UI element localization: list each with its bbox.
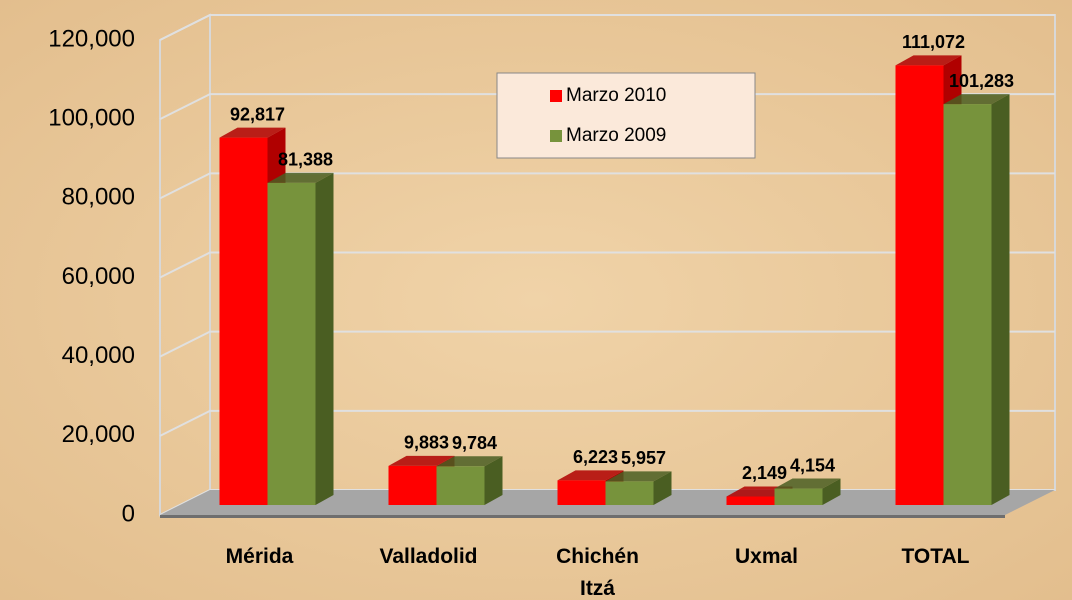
bar-top (605, 471, 672, 482)
bar-side (484, 456, 503, 505)
grid-line (159, 409, 1055, 437)
legend-swatch (550, 90, 562, 102)
value-label: 81,388 (278, 150, 333, 170)
bar-top (774, 478, 841, 489)
x-tick-label: Chichén Itzá (556, 545, 639, 600)
legend-label: Marzo 2010 (566, 85, 666, 106)
grid-line (159, 14, 1055, 41)
bar-side (822, 478, 841, 505)
bar (943, 94, 1010, 505)
bar (605, 471, 672, 505)
bar-front (388, 465, 437, 505)
bar-top (557, 470, 624, 481)
legend-box (496, 72, 756, 159)
grid-line (159, 172, 1055, 200)
bar-front (436, 466, 485, 505)
value-label: 101,283 (949, 71, 1014, 91)
bar (774, 478, 841, 505)
grid-line (159, 330, 1055, 358)
y-tick-label: 120,000 (48, 25, 135, 52)
bar-side (653, 471, 672, 505)
grid-line (159, 251, 1055, 279)
bar-front (943, 104, 992, 505)
floor-edge (160, 515, 1005, 518)
bar-top (267, 172, 334, 183)
x-tick-label: Mérida (226, 545, 294, 568)
legend: Marzo 2010 Marzo 2009 (496, 72, 756, 159)
bar-top (943, 94, 1010, 105)
y-tick-label: 40,000 (62, 342, 135, 369)
value-label: 6,223 (573, 447, 618, 467)
legend-swatch (550, 130, 562, 142)
value-label: 9,784 (452, 433, 497, 453)
x-tick-label: Valladolid (379, 545, 477, 568)
bar-top (388, 455, 455, 466)
y-tick-label: 20,000 (62, 421, 135, 448)
bar-front (726, 496, 775, 505)
x-tick-label: TOTAL (901, 545, 969, 568)
bar-top (436, 456, 503, 467)
legend-label: Marzo 2009 (566, 125, 666, 146)
y-tick-label: 0 (122, 500, 135, 527)
bar-front (895, 65, 944, 505)
bar-front (557, 480, 606, 505)
value-label: 5,957 (621, 448, 666, 468)
grid-line (159, 93, 1055, 121)
value-label: 111,072 (902, 32, 965, 52)
bar-top (895, 55, 962, 66)
x-tick-label: Uxmal (735, 545, 798, 568)
value-label: 2,149 (742, 463, 787, 483)
bar-top (219, 127, 286, 138)
value-label: 92,817 (230, 104, 285, 124)
y-tick-label: 80,000 (62, 184, 135, 211)
y-tick-label: 100,000 (48, 105, 135, 132)
bar (436, 456, 503, 505)
value-label: 4,154 (790, 455, 835, 475)
value-label: 9,883 (404, 433, 449, 453)
y-tick-label: 60,000 (62, 263, 135, 290)
bar-front (267, 182, 316, 505)
bar-front (774, 488, 823, 505)
bar-front (605, 481, 654, 505)
bar-front (219, 137, 268, 506)
bar (267, 172, 334, 505)
bar-side (991, 94, 1010, 505)
bar-side (315, 172, 334, 505)
